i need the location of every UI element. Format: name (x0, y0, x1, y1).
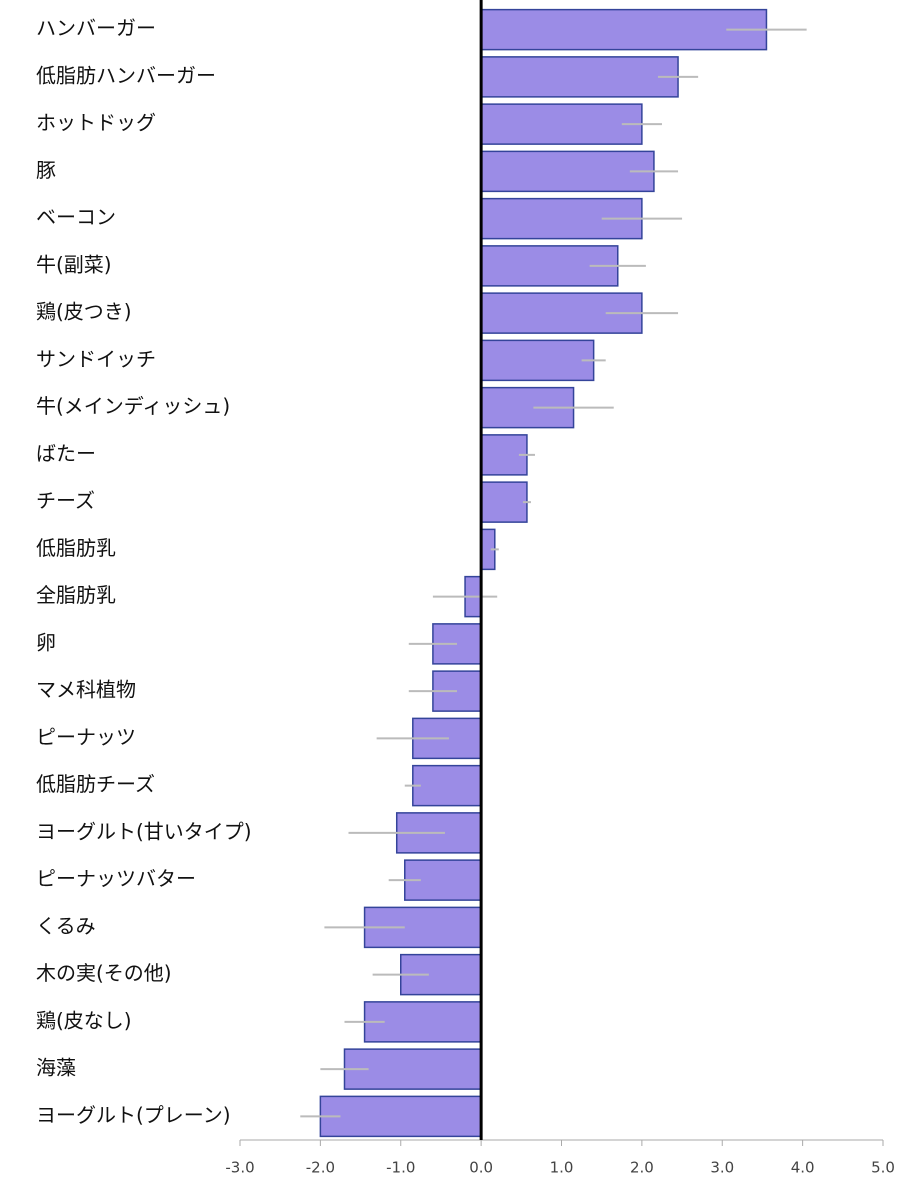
category-label: 低脂肪乳 (36, 536, 116, 560)
category-label: ヨーグルト(プレーン) (36, 1103, 231, 1127)
category-label: 鶏(皮なし) (36, 1008, 132, 1032)
bar (480, 56, 679, 98)
category-label: ピーナッツバター (36, 867, 196, 891)
category-label: 全脂肪乳 (36, 583, 116, 607)
category-label: 牛(メインディッシュ) (36, 394, 230, 418)
bar (319, 1095, 482, 1138)
category-label: ホットドッグ (36, 111, 156, 135)
category-label: ハンバーガー (36, 16, 156, 40)
bar (480, 339, 595, 382)
x-tick-label: 1.0 (550, 1159, 574, 1177)
x-tick-label: 5.0 (871, 1159, 895, 1177)
category-label: 木の実(その他) (36, 961, 172, 985)
category-label: マメ科植物 (36, 678, 136, 702)
category-label: ピーナッツ (36, 725, 136, 749)
category-label: 豚 (36, 158, 56, 182)
x-tick-label: -3.0 (225, 1159, 254, 1177)
bar (480, 150, 655, 193)
x-tick-label: -2.0 (306, 1159, 335, 1177)
x-tick-label: -1.0 (386, 1159, 415, 1177)
category-label: チーズ (36, 489, 95, 513)
category-label: ヨーグルト(甘いタイプ) (36, 819, 252, 843)
bar (480, 103, 643, 145)
category-label: ばたー (36, 441, 96, 465)
category-label: 低脂肪チーズ (36, 772, 155, 796)
category-label: ベーコン (36, 205, 116, 229)
category-label: 牛(副菜) (36, 252, 112, 276)
x-tick-label: 2.0 (630, 1159, 654, 1177)
bar (480, 481, 528, 523)
category-label: 海藻 (36, 1056, 76, 1080)
bar (480, 8, 768, 51)
category-label: 卵 (36, 630, 56, 654)
x-tick-label: 3.0 (710, 1159, 734, 1177)
bar (412, 764, 482, 807)
category-label: 低脂肪ハンバーガー (36, 63, 216, 87)
category-label: くるみ (36, 914, 96, 938)
x-tick-label: 0.0 (469, 1159, 493, 1177)
x-tick-label: 4.0 (791, 1159, 815, 1177)
category-label: サンドイッチ (36, 347, 156, 371)
category-label: 鶏(皮つき) (36, 300, 132, 324)
